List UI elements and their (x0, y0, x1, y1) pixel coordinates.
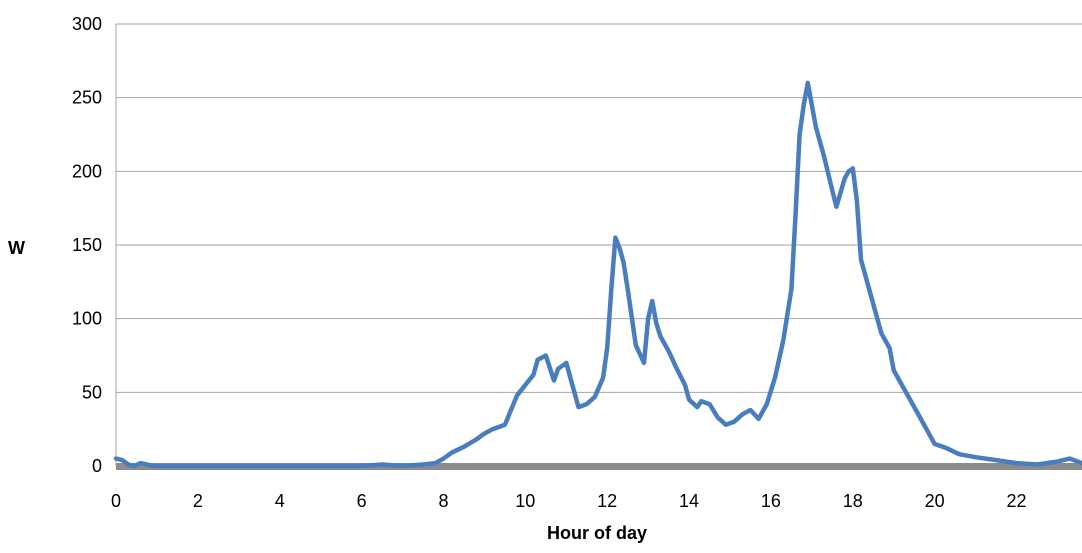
y-tick-label: 100 (72, 309, 102, 329)
x-tick-label: 8 (438, 491, 448, 511)
x-tick-label: 14 (679, 491, 699, 511)
y-tick-label: 50 (82, 382, 102, 402)
x-tick-label: 20 (925, 491, 945, 511)
x-axis-baseline (116, 463, 1082, 470)
x-tick-label: 12 (597, 491, 617, 511)
x-axis-title: Hour of day (547, 523, 647, 543)
y-tick-label: 200 (72, 161, 102, 181)
x-tick-label: 16 (761, 491, 781, 511)
y-tick-label: 250 (72, 88, 102, 108)
x-tick-label: 22 (1006, 491, 1026, 511)
x-tick-label: 2 (193, 491, 203, 511)
x-tick-label: 0 (111, 491, 121, 511)
series-line-1 (113, 80, 1082, 469)
series-layer (113, 80, 1082, 469)
x-tick-label: 10 (515, 491, 535, 511)
x-tick-label: 4 (275, 491, 285, 511)
x-tick-label: 6 (357, 491, 367, 511)
y-tick-label: 150 (72, 235, 102, 255)
y-axis-title: W (8, 238, 25, 258)
axes (115, 24, 1082, 470)
grid-lines (116, 23, 1082, 393)
y-tick-label: 300 (72, 14, 102, 34)
x-tick-label: 18 (843, 491, 863, 511)
y-tick-labels: 0 50 100 150 200 250 300 (72, 14, 102, 476)
x-tick-labels: 0 2 4 6 8 10 12 14 16 18 20 22 (111, 491, 1027, 511)
y-tick-label: 0 (92, 456, 102, 476)
